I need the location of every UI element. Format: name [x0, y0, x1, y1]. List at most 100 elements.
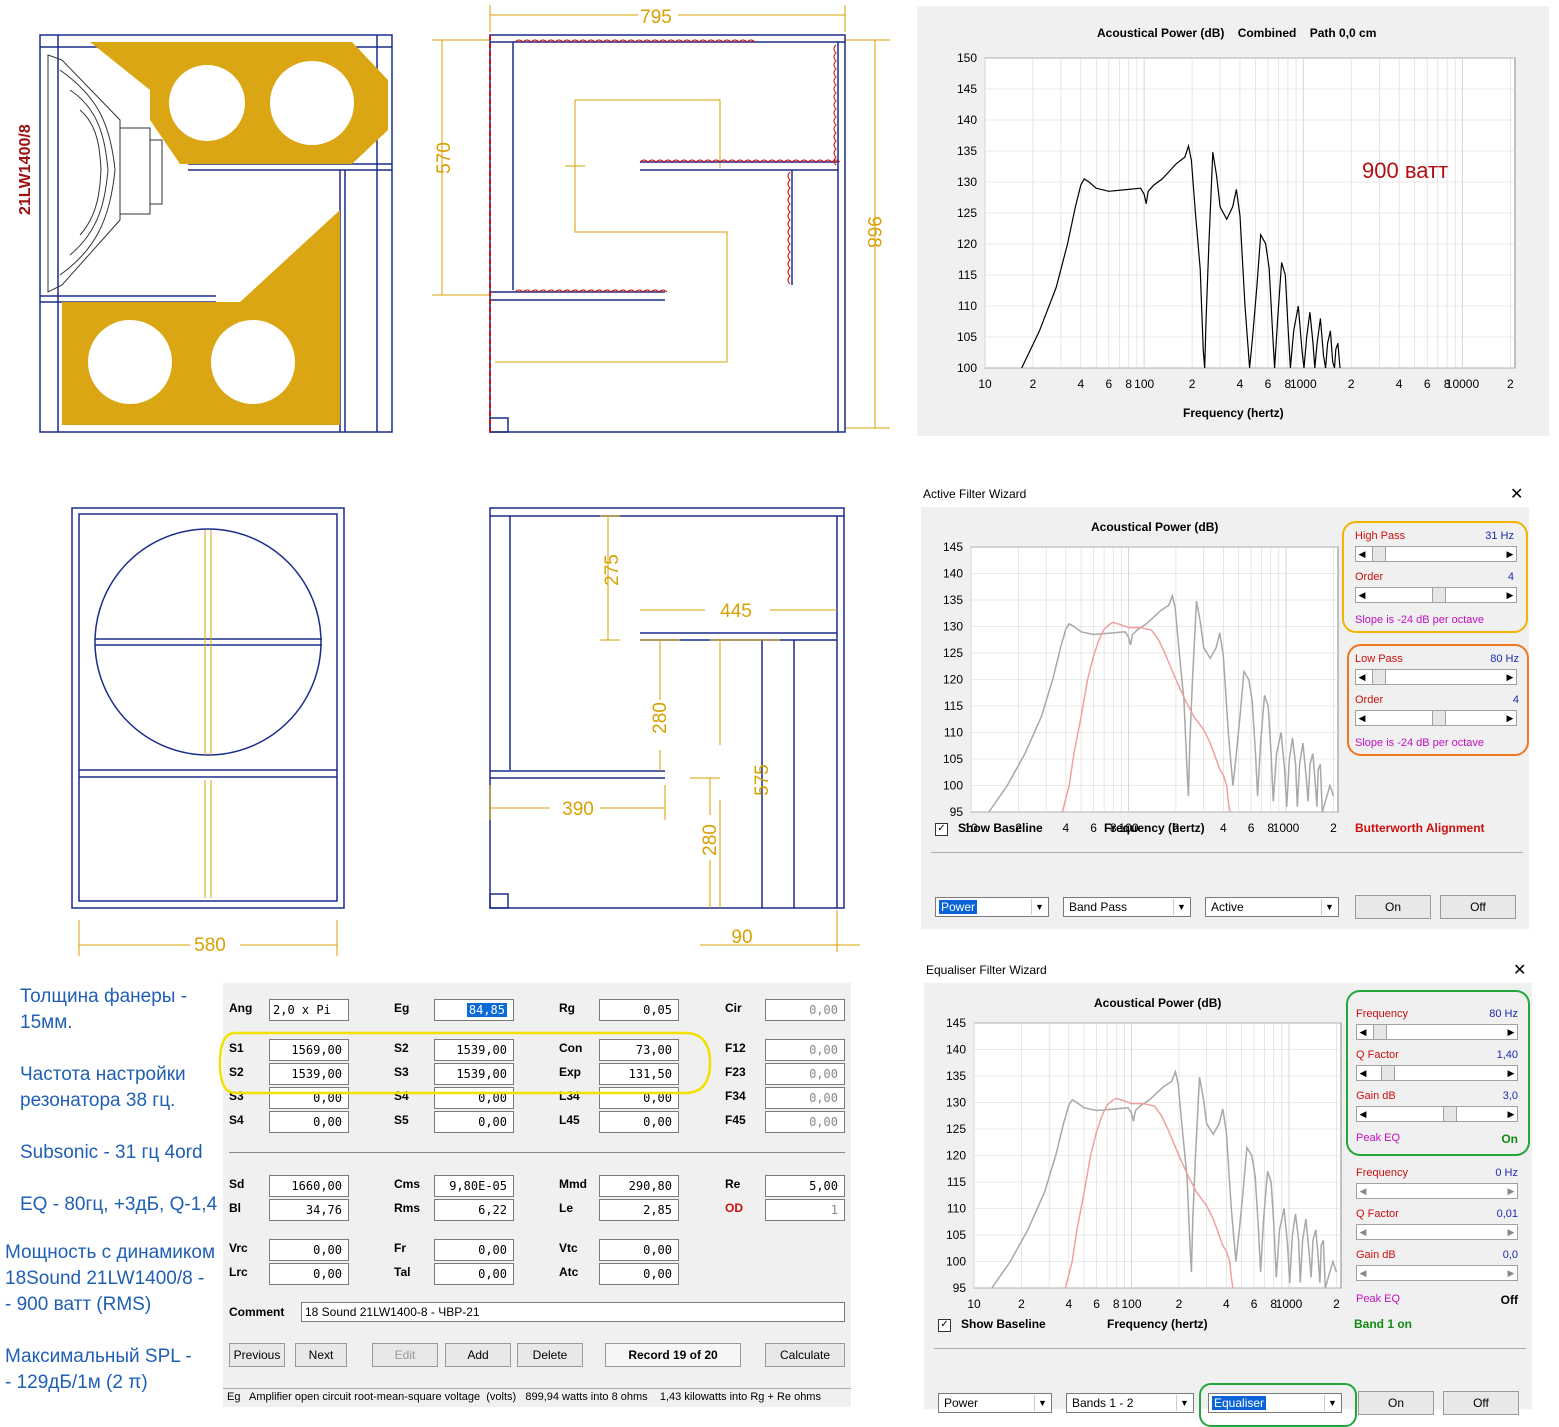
low-pass-slider[interactable]: ◀ ▶ [1355, 669, 1517, 685]
off-button[interactable]: Off [1443, 1391, 1519, 1415]
re-field[interactable]: 5,00 [765, 1175, 845, 1197]
q-factor-value: 1,40 [1496, 1049, 1518, 1061]
y-tick-label: 140 [946, 1043, 966, 1057]
rms-field[interactable]: 6,22 [434, 1199, 514, 1221]
od-field[interactable]: 1 [765, 1199, 845, 1221]
x-tick-label: 1000 [1290, 377, 1317, 391]
highlight-ellipse [218, 1031, 712, 1095]
bl-field[interactable]: 34,76 [269, 1199, 349, 1221]
chart-title: Acoustical Power (dB) Combined Path 0,0 … [1097, 26, 1377, 40]
f45-field[interactable]: 0,00 [765, 1111, 845, 1133]
show-baseline-checkbox[interactable]: ✓ [938, 1319, 951, 1332]
y-tick-label: 100 [957, 361, 977, 375]
le-field[interactable]: 2,85 [599, 1199, 679, 1221]
peak-eq-state: On [1501, 1132, 1518, 1146]
l45-field[interactable]: 0,00 [599, 1111, 679, 1133]
calculate-button[interactable]: Calculate [765, 1343, 845, 1367]
y-tick-label: 115 [947, 1175, 966, 1189]
lrc-field[interactable]: 0,00 [269, 1263, 349, 1285]
cabinet-drawing-bottom-middle: 275 445 280 575 390 280 90 [489, 507, 860, 952]
filtered-response-line [1061, 621, 1231, 813]
y-tick-label: 125 [943, 646, 963, 660]
fr-field[interactable]: 0,00 [434, 1239, 514, 1261]
ang-field[interactable]: 2,0 x Pi [269, 999, 349, 1021]
filter-mode-select[interactable]: Equaliser ▼ [1208, 1393, 1342, 1413]
eg-value: 84,85 [466, 1003, 507, 1017]
f12-field[interactable]: 0,00 [765, 1039, 845, 1061]
f23-field[interactable]: 0,00 [765, 1063, 845, 1085]
mmd-field[interactable]: 290,80 [599, 1175, 679, 1197]
sd-field[interactable]: 1660,00 [269, 1175, 349, 1197]
edit-button[interactable]: Edit [372, 1343, 438, 1367]
s2-field[interactable]: 1539,00 [434, 1039, 514, 1061]
s3-field[interactable]: 1539,00 [434, 1063, 514, 1085]
on-button[interactable]: On [1355, 895, 1431, 919]
gain-value: 0,0 [1502, 1249, 1518, 1261]
frequency-slider[interactable]: ◀ ▶ [1356, 1024, 1518, 1040]
y-tick-label: 135 [957, 144, 977, 158]
x-tick-label: 2 [1030, 377, 1037, 391]
f34-field[interactable]: 0,00 [765, 1087, 845, 1109]
rg-field[interactable]: 0,05 [599, 999, 679, 1021]
comment-field[interactable]: 18 Sound 21LW1400-8 - ЧВР-21 [301, 1302, 845, 1322]
peak-eq-state: Off [1500, 1293, 1518, 1307]
next-button[interactable]: Next [295, 1343, 347, 1367]
tal-field[interactable]: 0,00 [434, 1263, 514, 1285]
cms-field[interactable]: 9,80E-05 [434, 1175, 514, 1197]
field-label: Tal [394, 1265, 411, 1279]
x-tick-label: 8 [1267, 821, 1274, 835]
exp-field[interactable]: 131,50 [599, 1063, 679, 1085]
slope-text: Slope is -24 dB per octave [1355, 737, 1485, 749]
field-label: Lrc [229, 1265, 248, 1279]
x-tick-label: 6 [1424, 377, 1431, 391]
show-baseline-label: Show Baseline [961, 1317, 1046, 1331]
off-button[interactable]: Off [1440, 895, 1516, 919]
section-divider [229, 1152, 845, 1153]
s5-field[interactable]: 0,00 [434, 1111, 514, 1133]
chart-title: Acoustical Power (dB) [1091, 520, 1219, 534]
s2-field[interactable]: 1539,00 [269, 1063, 349, 1085]
order-label: Order [1355, 571, 1384, 583]
on-button[interactable]: On [1358, 1391, 1434, 1415]
field-label: Re [725, 1177, 741, 1191]
gain-label: Gain dB [1356, 1249, 1396, 1261]
s1-field[interactable]: 1569,00 [269, 1039, 349, 1061]
atc-field[interactable]: 0,00 [599, 1263, 679, 1285]
previous-button[interactable]: Previous [229, 1343, 285, 1367]
response-type-select[interactable]: Power ▼ [935, 897, 1049, 917]
cir-field[interactable]: 0,00 [765, 999, 845, 1021]
cabinet-drawing-top-left: 21LW1400/8 [17, 34, 393, 433]
gain-slider[interactable]: ◀ ▶ [1356, 1265, 1518, 1281]
eq-band2-panel: Frequency 0 Hz ◀ ▶ Q Factor 0,01 ◀ ▶ Gain … [1348, 1163, 1528, 1323]
show-baseline-checkbox[interactable]: ✓ [935, 823, 948, 836]
gain-slider[interactable]: ◀ ▶ [1356, 1106, 1518, 1122]
field-label: Ang [229, 1001, 253, 1015]
field-label: Fr [394, 1241, 406, 1255]
s4-field[interactable]: 0,00 [269, 1111, 349, 1133]
q-factor-slider[interactable]: ◀ ▶ [1356, 1224, 1518, 1240]
filter-mode-select[interactable]: Active ▼ [1205, 897, 1339, 917]
low-pass-order-slider[interactable]: ◀ ▶ [1355, 710, 1517, 726]
con-field[interactable]: 73,00 [599, 1039, 679, 1061]
dim-height-right: 968 [863, 216, 884, 248]
cabinet-drawing-top-middle: 795 570 968 [432, 5, 890, 433]
bands-select[interactable]: Bands 1 - 2 ▼ [1066, 1393, 1194, 1413]
vtc-field[interactable]: 0,00 [599, 1239, 679, 1261]
y-tick-label: 145 [946, 1016, 966, 1030]
filtered-response-line [1064, 1097, 1234, 1289]
delete-button[interactable]: Delete [517, 1343, 583, 1367]
note-line: 18Sound 21LW1400/8 - [5, 1268, 205, 1289]
vrc-field[interactable]: 0,00 [269, 1239, 349, 1261]
q-factor-slider[interactable]: ◀ ▶ [1356, 1065, 1518, 1081]
add-button[interactable]: Add [445, 1343, 511, 1367]
low-pass-label: Low Pass [1355, 653, 1403, 665]
high-pass-slider[interactable]: ◀ ▶ [1355, 546, 1517, 562]
filter-type-select[interactable]: Band Pass ▼ [1063, 897, 1191, 917]
response-type-select[interactable]: Power ▼ [938, 1393, 1052, 1413]
eg-field[interactable]: 84,85 [434, 999, 514, 1021]
x-tick-label: 2 [1176, 1297, 1183, 1311]
close-icon[interactable]: ✕ [1510, 486, 1524, 503]
frequency-slider[interactable]: ◀ ▶ [1356, 1183, 1518, 1199]
close-icon[interactable]: ✕ [1513, 962, 1527, 979]
high-pass-order-slider[interactable]: ◀ ▶ [1355, 587, 1517, 603]
